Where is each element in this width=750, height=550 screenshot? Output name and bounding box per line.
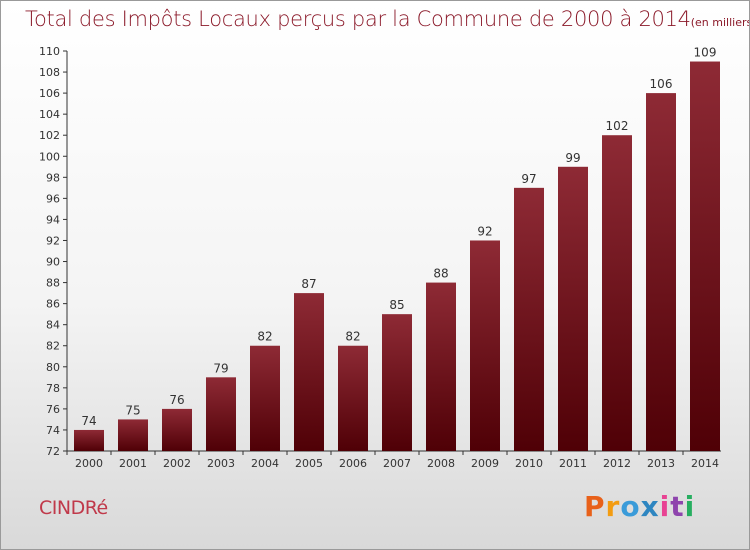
y-tick-label: 82	[46, 340, 60, 353]
x-tick-label: 2007	[383, 457, 411, 470]
bar	[514, 187, 544, 451]
y-tick-label: 84	[46, 319, 60, 332]
bar-value-label: 82	[345, 330, 360, 344]
proxiti-logo-letter: t	[670, 490, 685, 523]
x-tick-label: 2004	[251, 457, 279, 470]
proxiti-logo: Proxiti	[584, 490, 695, 523]
chart-title-unit: (en milliers d'€)	[690, 16, 750, 29]
x-tick-label: 2006	[339, 457, 367, 470]
chart-title: Total des Impôts Locaux perçus par la Co…	[25, 7, 750, 31]
y-tick-label: 76	[46, 403, 60, 416]
bar-value-label: 76	[169, 393, 184, 407]
y-tick-label: 90	[46, 256, 60, 269]
y-axis: 72 74 76 78 80 82 84 86 88 90 92 94 96 98 100 102 104 106…	[39, 45, 68, 458]
bar	[118, 419, 148, 451]
bar	[470, 240, 500, 451]
bar-value-label: 79	[213, 361, 228, 375]
y-tick-label: 110	[39, 45, 60, 58]
x-tick-label: 2002	[163, 457, 191, 470]
x-tick-label: 2011	[559, 457, 587, 470]
bar-value-label: 102	[606, 119, 629, 133]
bar-value-label: 97	[521, 172, 536, 186]
y-tick-label: 78	[46, 382, 60, 395]
proxiti-logo-letter: P	[584, 490, 606, 523]
y-tick-label: 72	[46, 445, 60, 458]
x-tick-label: 2005	[295, 457, 323, 470]
x-tick-label: 2010	[515, 457, 543, 470]
bar	[426, 282, 456, 451]
proxiti-logo-letter: i	[684, 490, 696, 523]
y-tick-label: 106	[39, 87, 60, 100]
bar	[338, 345, 368, 451]
x-axis: 2000 2001 2002 2003 2004 2005 2006 2007 2008 2009…	[66, 450, 721, 470]
bar	[690, 61, 720, 452]
bar	[558, 166, 588, 451]
x-tick-label: 2014	[691, 457, 719, 470]
bar-value-labels: 74 75 76 79 82 87 82 85 88 92 97 99 102 106 109	[81, 46, 716, 428]
x-tick-label: 2009	[471, 457, 499, 470]
chart-title-main: Total des Impôts Locaux perçus par la Co…	[25, 7, 691, 31]
bar	[206, 377, 236, 451]
y-tick-label: 92	[46, 234, 60, 247]
bar-value-label: 75	[125, 403, 140, 417]
y-tick-label: 100	[39, 150, 60, 163]
bar-value-label: 82	[257, 330, 272, 344]
bars	[74, 61, 720, 452]
y-tick-label: 88	[46, 277, 60, 290]
y-tick-label: 102	[39, 129, 60, 142]
bar-value-label: 88	[433, 267, 448, 281]
x-tick-label: 2000	[75, 457, 103, 470]
bar	[602, 135, 632, 452]
bar-value-label: 85	[389, 298, 404, 312]
x-tick-label: 2013	[647, 457, 675, 470]
x-tick-label: 2012	[603, 457, 631, 470]
y-tick-label: 74	[46, 424, 60, 437]
bar	[294, 293, 324, 451]
y-tick-label: 80	[46, 361, 60, 374]
y-tick-label: 98	[46, 171, 60, 184]
proxiti-logo-letter: r	[605, 490, 621, 523]
y-tick-label: 96	[46, 192, 60, 205]
x-tick-label: 2003	[207, 457, 235, 470]
bar-value-label: 92	[477, 224, 492, 238]
bar	[382, 314, 412, 451]
bar	[250, 345, 280, 451]
y-tick-label: 94	[46, 213, 60, 226]
bar-value-label: 87	[301, 277, 316, 291]
bar-value-label: 74	[81, 414, 96, 428]
y-tick-label: 104	[39, 108, 60, 121]
y-tick-label: 108	[39, 66, 60, 79]
y-tick-label: 86	[46, 298, 60, 311]
bar	[74, 429, 104, 451]
bar-value-label: 99	[565, 151, 580, 165]
bar-value-label: 109	[694, 46, 717, 60]
proxiti-logo-letter: i	[659, 490, 671, 523]
proxiti-logo-letter: o	[620, 490, 641, 523]
bar-value-label: 106	[650, 77, 673, 91]
x-tick-label: 2008	[427, 457, 455, 470]
bar	[162, 408, 192, 451]
bar	[646, 93, 676, 452]
proxiti-logo-letter: x	[640, 490, 660, 523]
commune-name: CINDRé	[39, 497, 108, 519]
x-tick-label: 2001	[119, 457, 147, 470]
